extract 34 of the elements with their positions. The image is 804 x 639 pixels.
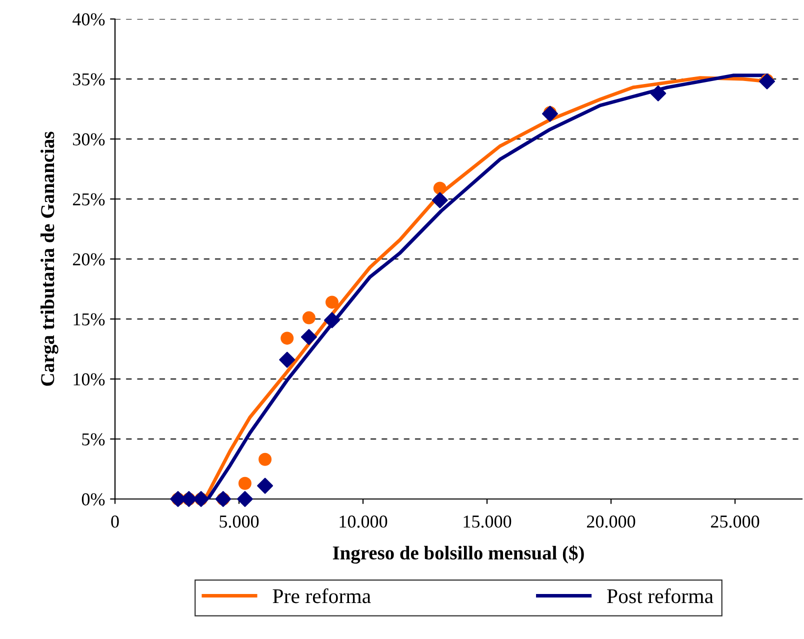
point: [236, 491, 253, 507]
y-tick-label: 10%: [74, 373, 105, 386]
y-tick-label: 40%: [72, 13, 105, 26]
x-axis-title: Ingreso de bolsillo mensual ($): [332, 545, 584, 564]
y-tick-label: 0%: [82, 493, 105, 506]
x-tick-label: 0: [111, 515, 119, 528]
y-tick-label: 5%: [82, 433, 105, 446]
point: [433, 182, 446, 195]
point: [650, 85, 666, 102]
legend-label: Post reforma: [607, 588, 714, 604]
x-tick-label: 25.000: [711, 515, 760, 528]
y-tick-label: 25%: [72, 193, 105, 206]
point: [759, 73, 776, 90]
y-tick-label: 30%: [73, 133, 105, 146]
x-tick-label: 15.000: [464, 515, 512, 528]
x-tick-label: 5.000: [220, 515, 259, 528]
point: [258, 452, 272, 466]
point: [300, 329, 317, 345]
point: [432, 192, 448, 208]
x-tick-label: 20.000: [586, 515, 636, 528]
point: [324, 312, 340, 328]
point: [238, 476, 252, 490]
x-tick-label: 10.000: [340, 515, 388, 528]
y-tick-label: 20%: [72, 253, 105, 266]
point: [279, 352, 296, 368]
point: [257, 478, 274, 494]
point: [280, 332, 294, 345]
y-tick-label: 35%: [73, 73, 105, 86]
point: [302, 311, 316, 324]
point: [326, 296, 339, 309]
point: [542, 106, 558, 122]
legend-label: Pre reforma: [272, 588, 371, 604]
y-axis-title: Carga tributaria de Ganancias: [40, 132, 58, 386]
y-tick-label: 15%: [74, 313, 105, 326]
